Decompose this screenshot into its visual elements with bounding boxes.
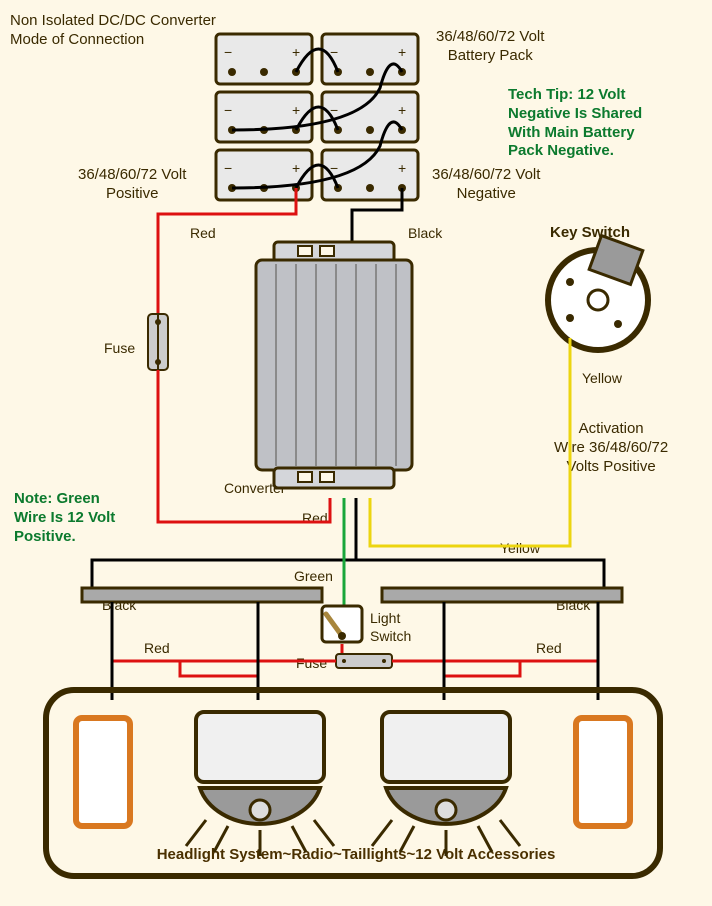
key-switch (548, 236, 648, 350)
taillight-right (576, 718, 630, 826)
headlight-right (372, 712, 520, 856)
battery-pack: −+ −+ −+ −+ −+ −+ (216, 34, 418, 200)
diagram-svg: −+ −+ −+ −+ −+ −+ (0, 0, 712, 906)
svg-text:−: − (224, 44, 232, 60)
svg-text:+: + (292, 102, 300, 118)
converter (256, 242, 412, 488)
svg-text:+: + (292, 44, 300, 60)
light-switch (322, 606, 362, 642)
headlight-left (186, 712, 334, 856)
svg-text:+: + (398, 160, 406, 176)
taillight-left (76, 718, 130, 826)
svg-text:−: − (224, 160, 232, 176)
svg-text:−: − (224, 102, 232, 118)
accessory-enclosure (46, 690, 660, 876)
svg-text:+: + (398, 102, 406, 118)
svg-text:+: + (398, 44, 406, 60)
svg-text:+: + (292, 160, 300, 176)
